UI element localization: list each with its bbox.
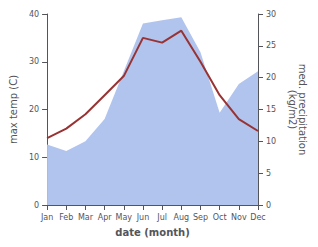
svg-text:5: 5 [266,169,271,178]
svg-text:40: 40 [29,10,39,19]
svg-text:15: 15 [266,105,276,114]
svg-text:(kg/m2): (kg/m2) [287,90,298,130]
svg-text:30: 30 [29,57,39,66]
svg-text:Feb: Feb [59,213,73,222]
svg-text:Aug: Aug [173,213,189,222]
svg-text:May: May [116,213,133,222]
svg-text:Jul: Jul [156,213,167,222]
svg-text:Nov: Nov [231,213,247,222]
svg-text:max temp (C): max temp (C) [8,75,19,144]
svg-text:20: 20 [29,105,39,114]
svg-text:20: 20 [266,73,276,82]
svg-text:0: 0 [266,201,271,210]
svg-text:Oct: Oct [213,213,227,222]
svg-text:date (month): date (month) [115,227,189,238]
svg-text:Jun: Jun [136,213,150,222]
svg-text:Dec: Dec [250,213,265,222]
svg-text:Apr: Apr [98,213,113,222]
svg-text:0: 0 [34,201,39,210]
svg-text:10: 10 [29,153,39,162]
svg-text:med. precipitation: med. precipitation [296,63,308,156]
svg-text:25: 25 [266,41,276,50]
svg-text:Mar: Mar [78,213,94,222]
svg-text:Sep: Sep [193,213,208,222]
svg-text:30: 30 [266,10,276,19]
svg-text:10: 10 [266,137,276,146]
svg-text:Jan: Jan [40,213,53,222]
